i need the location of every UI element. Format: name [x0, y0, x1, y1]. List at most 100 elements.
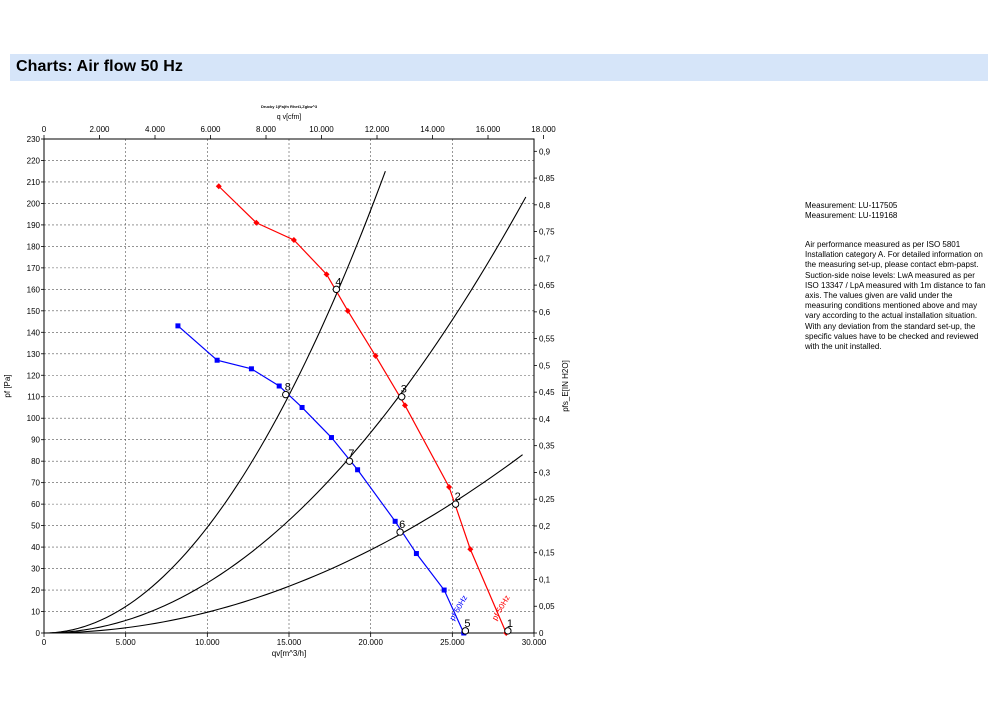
y-tick-label: 120	[27, 371, 41, 380]
y-tick-label: 10	[31, 608, 40, 617]
operating-point	[461, 627, 470, 635]
x-tick-label: 20.000	[358, 638, 383, 647]
measurement-line: Measurement: LU-119168	[805, 211, 898, 221]
y-tick-label: 170	[27, 264, 41, 273]
x-tick-label: 25.000	[440, 638, 465, 647]
y2-tick-label: 0,3	[539, 468, 551, 477]
y2-tick-label: 0,85	[539, 174, 555, 183]
y2-tick-label: 0,65	[539, 281, 555, 290]
y2-tick-label: 0,55	[539, 335, 555, 344]
x2-tick-label: 0	[42, 125, 47, 134]
x2-tick-label: 2.000	[89, 125, 110, 134]
x-tick-label: 15.000	[277, 638, 302, 647]
operating-point-label: 8	[285, 382, 291, 394]
description-text: Air performance measured as per ISO 5801…	[805, 240, 986, 352]
operating-point-label: 6	[399, 519, 405, 531]
y2-tick-label: 0,35	[539, 442, 555, 451]
y-tick-label: 50	[31, 522, 40, 531]
y-tick-label: 100	[27, 414, 41, 423]
y2-tick-label: 0,8	[539, 201, 551, 210]
operating-point-label: 7	[348, 448, 354, 460]
y2-tick-label: 0,1	[539, 575, 551, 584]
series-line	[177, 325, 465, 634]
series-point	[401, 402, 408, 409]
series-point	[441, 587, 447, 593]
y2-tick-label: 0,75	[539, 228, 555, 237]
y-tick-label: 80	[31, 457, 40, 466]
y2-tick-label: 0,4	[539, 415, 551, 424]
x-axis-label: qv[m^3/h]	[272, 649, 306, 658]
chart-title: Drucky 1(Fa)fn Rhet1,Zgkw^3	[261, 104, 318, 109]
operating-point	[398, 393, 406, 401]
y2-tick-label: 0,15	[539, 549, 555, 558]
y2-tick-label: 0,45	[539, 388, 555, 397]
operating-point-label: 1	[507, 618, 513, 630]
y-axis-label: pf [Pa]	[3, 374, 12, 397]
x2-axis-label: q v[cfm]	[277, 114, 302, 121]
series-point	[253, 219, 260, 226]
y-tick-label: 160	[27, 285, 41, 294]
y-tick-label: 230	[27, 135, 41, 144]
y-tick-label: 140	[27, 328, 41, 337]
series-point	[175, 323, 181, 329]
y2-axis-label: pfs_E[IN H2O]	[561, 360, 570, 412]
y-tick-label: 20	[31, 586, 40, 595]
operating-point	[451, 500, 460, 508]
y-tick-label: 190	[27, 221, 41, 230]
operating-point-label: 3	[401, 384, 407, 396]
x2-tick-label: 4.000	[145, 125, 166, 134]
series-point	[299, 404, 305, 410]
y2-tick-label: 0	[539, 629, 544, 638]
x2-tick-label: 6.000	[200, 125, 221, 134]
operating-point-label: 5	[464, 618, 470, 630]
operating-point	[282, 390, 290, 399]
series-point	[467, 546, 474, 553]
x-tick-label: 30.000	[522, 638, 547, 647]
x2-tick-label: 14.000	[420, 125, 445, 134]
x2-tick-label: 12.000	[365, 125, 390, 134]
series-point	[413, 551, 419, 557]
system-curve	[44, 196, 527, 633]
series-point	[323, 271, 330, 278]
y-tick-label: 210	[27, 178, 41, 187]
operating-point-label: 2	[455, 491, 461, 503]
operating-point	[345, 457, 354, 465]
series-point	[248, 366, 254, 372]
x-tick-label: 10.000	[195, 638, 220, 647]
y2-tick-label: 0,9	[539, 147, 551, 156]
series-point	[372, 352, 379, 359]
x-tick-label: 0	[42, 638, 47, 647]
operating-point	[332, 285, 341, 294]
series-point	[446, 483, 453, 490]
y-tick-label: 200	[27, 199, 41, 208]
series-line	[218, 185, 507, 634]
system-curve	[44, 454, 523, 633]
y-tick-label: 0	[36, 629, 41, 638]
series-point	[392, 518, 398, 524]
y-tick-label: 30	[31, 565, 40, 574]
operating-point	[504, 627, 512, 635]
y-tick-label: 220	[27, 156, 41, 165]
series-point	[355, 467, 361, 473]
x2-tick-label: 8.000	[256, 125, 277, 134]
operating-point-label: 4	[335, 276, 341, 288]
series-point	[276, 383, 282, 389]
section-title: Charts: Air flow 50 Hz	[16, 58, 183, 75]
y-tick-label: 130	[27, 350, 41, 359]
y2-tick-label: 0,6	[539, 308, 551, 317]
y-tick-label: 40	[31, 543, 40, 552]
y-tick-label: 150	[27, 307, 41, 316]
air-flow-chart: 0 5.000 10.000 15.000 20.000 25.000 30.000 qv[m…	[3, 104, 570, 658]
y2-tick-label: 0,2	[539, 522, 551, 531]
series-point	[215, 183, 222, 190]
x2-tick-label: 16.000	[476, 125, 501, 134]
section-header: Charts: Air flow 50 Hz	[10, 54, 988, 81]
measurement-info: Measurement: LU-117505 Measurement: LU-1…	[805, 201, 990, 221]
series-point	[290, 236, 297, 243]
measurement-description: Air performance measured as per ISO 5801…	[805, 240, 990, 352]
y2-tick-label: 0,7	[539, 254, 551, 263]
y2-tick-label: 0,25	[539, 495, 555, 504]
system-curve	[44, 171, 386, 633]
y2-tick-label: 0,5	[539, 361, 551, 370]
series-point	[344, 307, 351, 314]
